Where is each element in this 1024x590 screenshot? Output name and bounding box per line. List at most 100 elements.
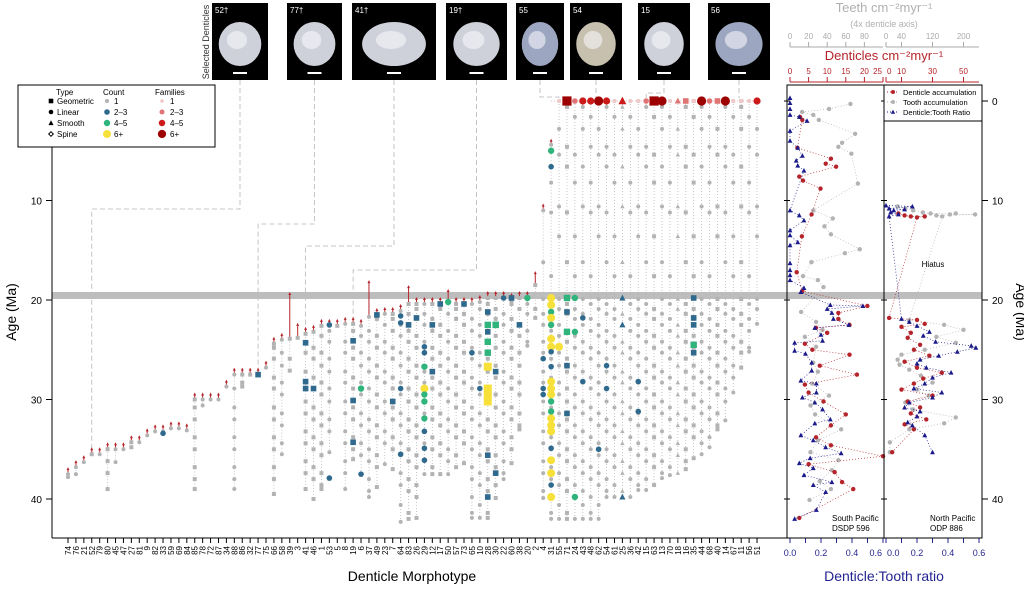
series-point	[836, 457, 841, 463]
count-highlight-point	[540, 391, 546, 398]
count-highlight-point	[508, 295, 515, 301]
occurrence-point	[311, 465, 316, 470]
occurrence-point	[509, 447, 514, 452]
occurrence-point	[723, 418, 728, 423]
occurrence-point	[327, 386, 332, 391]
occurrence-point	[374, 375, 379, 380]
occurrence-point	[628, 345, 633, 350]
count-highlight-point	[619, 321, 626, 328]
series-point	[922, 321, 927, 327]
occurrence-point	[240, 384, 245, 389]
occurrence-point	[446, 417, 451, 422]
count-highlight-point	[547, 147, 555, 154]
count-highlight-point	[492, 470, 499, 476]
x-tick-label: 3	[294, 545, 303, 550]
occurrence-point	[351, 457, 356, 462]
occurrence-point	[462, 441, 466, 446]
occurrence-point	[723, 164, 728, 169]
site-label-odp-line2: ODP 886	[930, 524, 963, 533]
series-denticle-accumulation	[794, 114, 886, 521]
thumbnail-label: 19†	[449, 6, 462, 15]
occurrence-point	[596, 392, 601, 397]
family-count-point	[697, 96, 707, 106]
occurrence-point	[675, 126, 681, 131]
ratio-tick-label: 0.0	[784, 548, 797, 558]
occurrence-point	[129, 445, 134, 450]
occurrence-point	[382, 369, 387, 374]
specimen-highlight	[375, 31, 407, 49]
occurrence-point	[612, 316, 617, 321]
right-legend-label: Denticle accumulation	[903, 88, 976, 97]
occurrence-point	[715, 411, 720, 416]
occurrence-point	[271, 477, 276, 482]
occurrence-point	[660, 164, 664, 169]
occurrence-point	[501, 350, 506, 355]
series-point	[902, 206, 908, 212]
x-tick-label: 78	[199, 545, 208, 554]
series-point	[810, 381, 815, 386]
occurrence-point	[422, 339, 427, 344]
morphotype-column	[319, 318, 324, 492]
occurrence-point	[366, 429, 371, 434]
occurrence-point	[588, 510, 593, 515]
x-tick-label: 22	[500, 545, 509, 554]
series-point	[906, 399, 912, 405]
x-tick-label: 4	[539, 545, 548, 550]
series-point	[934, 334, 939, 340]
x-tick-label: 71	[563, 545, 572, 554]
scale-bar	[589, 72, 603, 74]
series-point	[954, 349, 960, 354]
series-point	[812, 399, 818, 405]
morphotype-column	[747, 99, 752, 354]
occurrence-point	[747, 349, 752, 354]
first-appearance-marker	[145, 428, 149, 432]
occurrence-point	[636, 350, 641, 355]
x-tick-label: 51	[753, 545, 762, 554]
occurrence-point	[549, 477, 554, 482]
family-count-point	[667, 99, 672, 103]
occurrence-point	[596, 333, 601, 338]
occurrence-point	[485, 301, 490, 306]
occurrence-point	[335, 323, 340, 328]
occurrence-point	[628, 144, 633, 149]
denticle-tick-label: 50	[959, 67, 968, 76]
series-tooth-accumulation	[887, 204, 978, 455]
occurrence-point	[636, 488, 641, 493]
occurrence-point	[406, 510, 411, 515]
thumbnail-label: 41†	[355, 6, 368, 15]
series-point	[911, 381, 917, 386]
count-highlight-point	[350, 397, 356, 404]
occurrence-point	[739, 164, 744, 169]
count-highlight-point	[492, 368, 499, 375]
legend-type-symbol	[48, 109, 54, 115]
occurrence-point	[580, 104, 585, 109]
occurrence-point	[343, 487, 348, 492]
occurrence-point	[509, 345, 514, 350]
occurrence-point	[588, 328, 593, 333]
occurrence-point	[596, 306, 601, 311]
x-tick-label: 12	[428, 545, 437, 554]
series-point	[821, 399, 826, 404]
morphotype-column	[303, 326, 308, 492]
legend-count-label: 6+	[114, 130, 123, 139]
series-point	[787, 260, 793, 266]
series-point	[816, 117, 822, 123]
series-point	[911, 427, 917, 432]
occurrence-point	[501, 399, 506, 404]
series-point	[838, 427, 844, 432]
occurrence-point	[509, 301, 514, 306]
series-point	[926, 329, 932, 334]
occurrence-point	[462, 380, 466, 385]
count-highlight-point	[302, 385, 309, 392]
occurrence-point	[279, 380, 284, 385]
occurrence-point	[501, 471, 506, 476]
count-highlight-point	[619, 493, 626, 500]
occurrence-point	[438, 392, 443, 397]
occurrence-point	[667, 417, 672, 422]
occurrence-point	[723, 386, 728, 391]
occurrence-point	[382, 441, 387, 446]
series-point	[806, 461, 811, 467]
first-appearance-marker	[232, 367, 236, 371]
x-tick-label: 40	[713, 545, 722, 554]
occurrence-point	[707, 210, 712, 215]
